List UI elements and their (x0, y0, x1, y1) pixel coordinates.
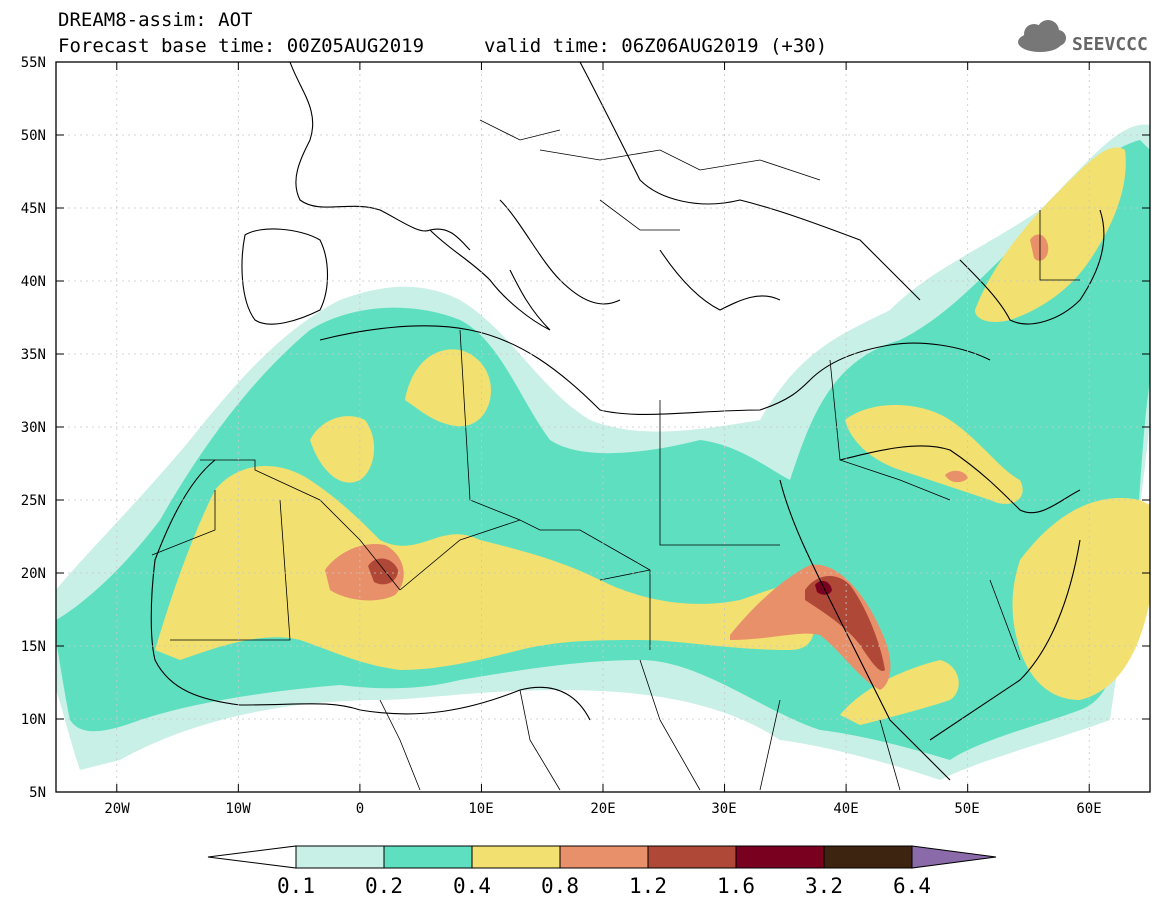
aot-contour-layer (56, 124, 1150, 780)
colorbar-segment-1.2 (647, 845, 737, 869)
graticule (56, 62, 1150, 792)
lat-tick-label: 25N (21, 493, 46, 509)
colorbar (207, 845, 997, 869)
valid-time: valid time: 06Z06AUG2019 (+30) (484, 35, 827, 57)
colorbar-segment-0.1 (295, 845, 385, 869)
aot-region-04-north (405, 349, 491, 427)
aot-region-08-caspian (1030, 234, 1049, 261)
colorbar-label: 0.4 (453, 874, 491, 898)
colorbar-label: 0.2 (365, 874, 403, 898)
axis-ticks (56, 61, 1150, 793)
lon-tick-label: 0 (356, 801, 364, 817)
cloud-logo-icon (1018, 20, 1066, 52)
lon-tick-label: 10E (468, 801, 493, 817)
lon-tick-label: 20W (104, 801, 130, 817)
aot-region-04-arabia (1012, 498, 1150, 700)
colorbar-segment-1.6 (735, 845, 825, 869)
aot-region-04-horn (840, 660, 959, 725)
coastlines-layer (150, 62, 1105, 781)
figure-title: DREAM8-assim: AOT (58, 9, 252, 31)
logo-text: SEEVCCC (1072, 34, 1148, 55)
borders-layer (151, 119, 1080, 791)
colorbar-label: 1.2 (629, 874, 667, 898)
lon-tick-label: 50E (954, 801, 979, 817)
lat-tick-label: 10N (21, 712, 46, 728)
lon-tick-label: 40E (833, 801, 858, 817)
aot-region-04-west (155, 466, 814, 670)
lat-tick-label: 20N (21, 566, 46, 582)
lat-tick-label: 30N (21, 420, 46, 436)
colorbar-label: 3.2 (805, 874, 843, 898)
lon-axis-labels: 20W 10W 0 10E 20E 30E 40E 50E 60E (104, 801, 1101, 817)
seevccc-logo: SEEVCCC (1018, 20, 1148, 55)
aot-region-08-gulf (945, 470, 968, 483)
lat-tick-label: 15N (21, 639, 46, 655)
lat-tick-label: 50N (21, 128, 46, 144)
lon-tick-label: 10W (225, 801, 251, 817)
colorbar-segment-0.8 (559, 845, 649, 869)
lat-tick-label: 35N (21, 347, 46, 363)
lon-tick-label: 30E (711, 801, 736, 817)
colorbar-labels: 0.1 0.2 0.4 0.8 1.2 1.6 3.2 6.4 (277, 874, 931, 898)
lat-tick-label: 45N (21, 201, 46, 217)
colorbar-label: 0.1 (277, 874, 315, 898)
colorbar-segment-0.2 (383, 845, 473, 869)
lat-tick-label: 55N (21, 55, 46, 71)
lon-tick-label: 20E (590, 801, 615, 817)
aot-region-08-sahel (325, 544, 404, 601)
lat-axis-labels: 55N 50N 45N 40N 35N 30N 25N 20N 15N 10N … (21, 55, 46, 801)
colorbar-segment-0.4 (471, 845, 561, 869)
aot-region-12-redsea (805, 575, 885, 671)
aot-region-04-mid (310, 416, 375, 483)
colorbar-label: 0.8 (541, 874, 579, 898)
colorbar-label: 1.6 (717, 874, 755, 898)
lat-tick-label: 40N (21, 274, 46, 290)
aot-region-04-caspian (975, 147, 1126, 322)
colorbar-segment-3.2 (823, 845, 913, 869)
colorbar-label: 6.4 (893, 874, 931, 898)
aot-region-04-mideast (845, 405, 1023, 504)
lat-tick-label: 5N (29, 785, 46, 801)
colorbar-high-arrow (911, 845, 997, 869)
forecast-base-time: Forecast base time: 00Z05AUG2019 (58, 35, 424, 57)
map-area (55, 61, 1151, 793)
lon-tick-label: 60E (1076, 801, 1101, 817)
colorbar-low-arrow (207, 845, 297, 869)
